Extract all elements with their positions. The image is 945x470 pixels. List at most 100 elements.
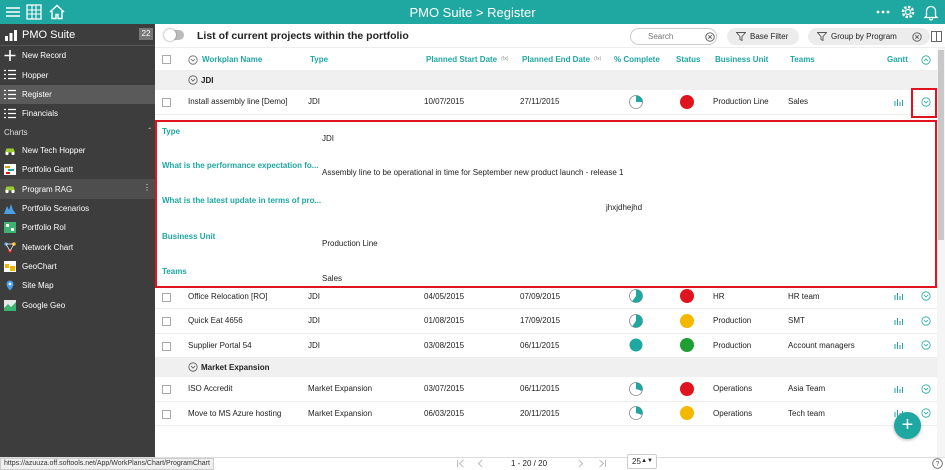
- col-gantt[interactable]: Gantt: [887, 54, 908, 64]
- workplan-name[interactable]: Office Relocation [RO]: [188, 291, 268, 301]
- select-all-checkbox[interactable]: [162, 55, 171, 64]
- collapse-group-icon[interactable]: [188, 75, 198, 85]
- workplan-name[interactable]: Supplier Portal 54: [188, 340, 252, 350]
- help-icon[interactable]: ?: [932, 458, 943, 469]
- detail-label: What is the performance expectation fo..…: [162, 161, 319, 170]
- grid-icon[interactable]: [25, 3, 43, 21]
- end-date-cell: 07/09/2015: [520, 291, 561, 301]
- table-row[interactable]: Install assembly line [Demo] JDI 10/07/2…: [155, 90, 937, 115]
- sidebar-item-geochart[interactable]: GeoChart: [0, 257, 155, 276]
- list-icon: [4, 70, 16, 80]
- prev-page-icon[interactable]: [476, 459, 485, 468]
- row-checkbox[interactable]: [162, 385, 171, 394]
- base-filter-label: Base Filter: [750, 32, 789, 41]
- row-checkbox[interactable]: [162, 341, 171, 351]
- col-end[interactable]: Planned End Date (fx): [522, 48, 601, 70]
- row-checkbox[interactable]: [162, 292, 171, 302]
- table-row[interactable]: Supplier Portal 54 JDI 03/08/2015 06/11/…: [155, 334, 937, 358]
- scrollbar-thumb[interactable]: [938, 50, 944, 240]
- gantt-chart-icon[interactable]: [894, 317, 903, 325]
- sidebar-item-hopper[interactable]: Hopper: [0, 65, 155, 84]
- expand-row-icon[interactable]: [921, 97, 931, 107]
- add-record-button[interactable]: +: [894, 412, 921, 439]
- gantt-chart-icon[interactable]: [894, 98, 903, 106]
- col-business-unit[interactable]: Business Unit: [715, 54, 769, 64]
- sidebar-item-portfolio-gantt[interactable]: Portfolio Gantt: [0, 160, 155, 179]
- table-row[interactable]: ISO Accredit Market Expansion 03/07/2015…: [155, 377, 937, 402]
- col-workplan[interactable]: Workplan Name: [202, 54, 263, 64]
- workplan-name[interactable]: ISO Accredit: [188, 384, 233, 394]
- page-size-select[interactable]: 25 ▲▼: [627, 454, 657, 469]
- view-toggle[interactable]: [164, 29, 184, 41]
- footer-pager: https://azuuza.off.softools.net/App/Work…: [0, 454, 945, 470]
- group-by-button[interactable]: Group by Program: [808, 28, 930, 45]
- table-row[interactable]: Move to MS Azure hosting Market Expansio…: [155, 402, 937, 426]
- expand-row-icon[interactable]: [921, 291, 931, 301]
- car-icon: [5, 148, 15, 155]
- bell-icon[interactable]: [922, 3, 940, 21]
- first-page-icon[interactable]: [456, 459, 465, 468]
- more-icon[interactable]: [874, 3, 892, 21]
- sidebar-item-google-geo[interactable]: Google Geo: [0, 296, 155, 315]
- expand-row-icon[interactable]: [921, 340, 931, 350]
- sidebar-item-network-chart[interactable]: Network Chart: [0, 238, 155, 257]
- sidebar-item-program-rag[interactable]: Program RAG ⋮: [0, 179, 155, 199]
- vertical-scrollbar[interactable]: [937, 48, 945, 457]
- col-start[interactable]: Planned Start Date (fx): [426, 48, 508, 70]
- row-checkbox[interactable]: [162, 409, 171, 419]
- row-checkbox[interactable]: [162, 317, 171, 326]
- sidebar-item-new-record[interactable]: New Record: [0, 46, 155, 65]
- sidebar-item-site-map[interactable]: Site Map: [0, 276, 155, 295]
- gear-icon[interactable]: [899, 3, 917, 21]
- gantt-chart-icon[interactable]: [894, 292, 903, 301]
- workplan-name[interactable]: Install assembly line [Demo]: [188, 97, 288, 107]
- col-status[interactable]: Status: [676, 54, 701, 64]
- col-complete[interactable]: % Complete: [614, 54, 660, 64]
- table-row[interactable]: Office Relocation [RO] JDI 04/05/2015 07…: [155, 285, 937, 309]
- start-date-cell: 01/08/2015: [424, 316, 465, 326]
- percent-complete-pie: [629, 381, 643, 396]
- gantt-chart-icon[interactable]: [894, 409, 903, 418]
- expand-all-icon[interactable]: [921, 55, 931, 65]
- group-header[interactable]: JDI: [155, 71, 937, 90]
- sidebar-item-new-tech-hopper[interactable]: New Tech Hopper: [0, 141, 155, 160]
- sidebar-item-register[interactable]: Register: [0, 84, 155, 105]
- home-icon[interactable]: [48, 3, 66, 21]
- last-page-icon[interactable]: [598, 459, 607, 468]
- hamburger-menu-icon[interactable]: [4, 3, 22, 21]
- more-vertical-icon[interactable]: ⋮: [143, 183, 151, 193]
- next-page-icon[interactable]: [576, 459, 585, 468]
- table-row[interactable]: Quick Eat 4656 JDI 01/08/2015 17/09/2015…: [155, 309, 937, 334]
- group-header[interactable]: Market Expansion: [155, 358, 937, 377]
- split-view-icon[interactable]: [931, 31, 942, 42]
- collapse-all-icon[interactable]: [188, 55, 198, 65]
- col-type[interactable]: Type: [310, 54, 329, 64]
- clear-search-icon[interactable]: [705, 32, 715, 42]
- sidebar-item-financials[interactable]: Financials: [0, 104, 155, 123]
- clear-group-icon[interactable]: [912, 32, 922, 42]
- gantt-chart-icon[interactable]: [894, 385, 903, 393]
- col-teams[interactable]: Teams: [790, 54, 815, 64]
- workplan-name[interactable]: Move to MS Azure hosting: [188, 408, 282, 418]
- percent-complete-pie: [629, 406, 643, 421]
- start-date-cell: 10/07/2015: [424, 97, 465, 107]
- google-geo-icon: [4, 299, 16, 311]
- expand-row-icon[interactable]: [921, 316, 931, 326]
- workplan-name[interactable]: Quick Eat 4656: [188, 316, 243, 326]
- detail-value: Production Line: [322, 239, 378, 248]
- business-unit-cell: Production: [713, 316, 752, 326]
- sidebar-item-portfolio-scenarios[interactable]: Portfolio Scenarios: [0, 199, 155, 218]
- expand-row-icon[interactable]: [921, 408, 931, 418]
- row-expand-highlight: [911, 88, 937, 118]
- search-input[interactable]: [630, 28, 717, 45]
- base-filter-button[interactable]: Base Filter: [727, 28, 799, 45]
- chevron-up-icon[interactable]: ˆ: [148, 126, 151, 136]
- gantt-chart-icon[interactable]: [894, 341, 903, 350]
- sidebar-section-charts[interactable]: Charts ˆ: [0, 124, 155, 141]
- expand-row-icon[interactable]: [921, 384, 931, 394]
- row-checkbox[interactable]: [162, 98, 171, 107]
- status-indicator: [680, 406, 694, 421]
- collapse-group-icon[interactable]: [188, 362, 198, 372]
- sidebar-item-portfolio-roi[interactable]: Portfolio RoI: [0, 218, 155, 237]
- business-unit-cell: Production: [713, 340, 752, 350]
